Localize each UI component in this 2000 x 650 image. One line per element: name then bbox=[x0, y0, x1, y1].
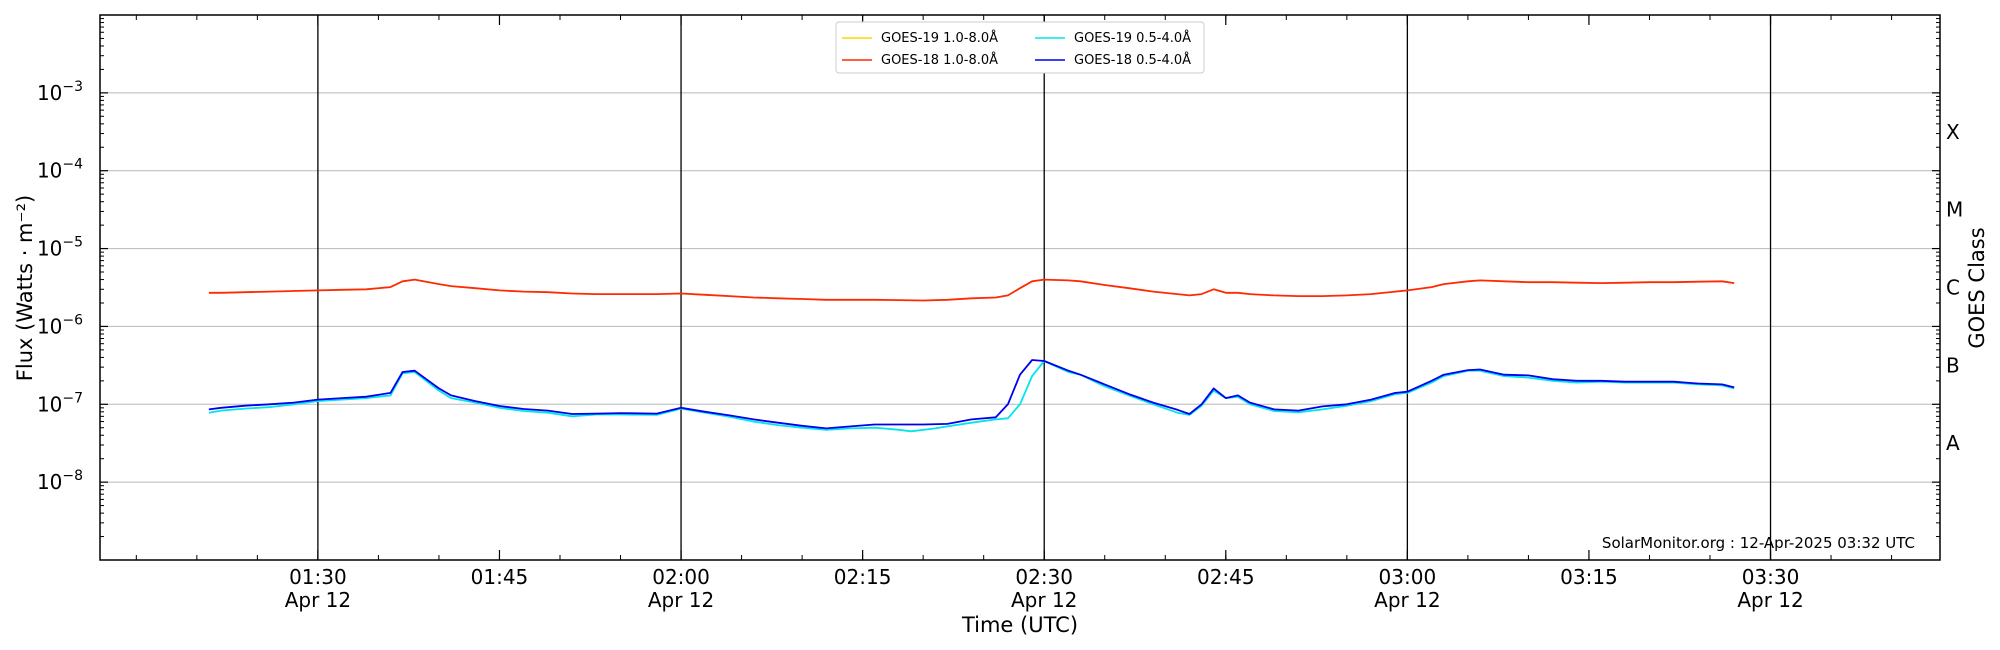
y-tick-label: 10−6 bbox=[37, 312, 83, 338]
y-tick-label: 10−5 bbox=[37, 235, 83, 261]
goes-class-label: B bbox=[1946, 353, 1960, 377]
x-tick-label: 01:45 bbox=[471, 565, 529, 589]
x-tick-label: 03:15 bbox=[1560, 565, 1618, 589]
y-tick-label: 10−4 bbox=[37, 157, 83, 183]
x-tick-date-label: Apr 12 bbox=[1011, 588, 1077, 612]
goes-class-label: X bbox=[1946, 120, 1960, 144]
goes-class-label: M bbox=[1946, 198, 1963, 222]
x-axis-title: Time (UTC) bbox=[961, 613, 1078, 637]
series-line-3 bbox=[208, 359, 1735, 430]
goes-class-label: C bbox=[1946, 276, 1960, 300]
x-tick-date-label: Apr 12 bbox=[285, 588, 351, 612]
y-ticks: 10−8 10−7 10−6 10−5 10−4 10−3 bbox=[37, 18, 1940, 538]
x-tick-label: 02:45 bbox=[1197, 565, 1255, 589]
x-tick-label: 02:15 bbox=[834, 565, 892, 589]
goes-class-axis-title: GOES Class bbox=[1965, 227, 1989, 348]
x-tick-date-label: Apr 12 bbox=[1374, 588, 1440, 612]
legend: GOES-19 1.0-8.0Å GOES-18 1.0-8.0Å GOES-1… bbox=[835, 21, 1205, 74]
legend-label-goes19-long: GOES-19 1.0-8.0Å bbox=[881, 30, 998, 46]
x-tick-label: 01:30 bbox=[289, 565, 347, 589]
x-tick-label: 02:00 bbox=[652, 565, 710, 589]
y-tick-label: 10−8 bbox=[37, 468, 83, 494]
legend-box bbox=[835, 21, 1205, 74]
x-tick-date-label: Apr 12 bbox=[1737, 588, 1803, 612]
goes-class-label: A bbox=[1946, 431, 1960, 455]
x-tick-label: 03:00 bbox=[1379, 565, 1437, 589]
legend-label-goes18-long: GOES-18 1.0-8.0Å bbox=[881, 52, 998, 68]
x-tick-label: 03:30 bbox=[1742, 565, 1800, 589]
legend-label-goes19-short: GOES-19 0.5-4.0Å bbox=[1074, 30, 1191, 46]
series-lines bbox=[208, 278, 1735, 433]
y-tick-label: 10−3 bbox=[37, 79, 83, 105]
x-tick-date-label: Apr 12 bbox=[648, 588, 714, 612]
plot-frame bbox=[99, 14, 1941, 561]
credit-text: SolarMonitor.org : 12-Apr-2025 03:32 UTC bbox=[1602, 534, 1915, 552]
x-tick-label: 02:30 bbox=[1015, 565, 1073, 589]
y-tick-label: 10−7 bbox=[37, 390, 83, 416]
series-line-2 bbox=[208, 278, 1735, 302]
y-axis-title: Flux (Watts · m⁻²) bbox=[13, 195, 37, 381]
legend-label-goes18-short: GOES-18 0.5-4.0Å bbox=[1074, 52, 1191, 68]
goes-class-labels: A B C M X bbox=[1946, 120, 1963, 455]
time-markers bbox=[317, 15, 1772, 560]
